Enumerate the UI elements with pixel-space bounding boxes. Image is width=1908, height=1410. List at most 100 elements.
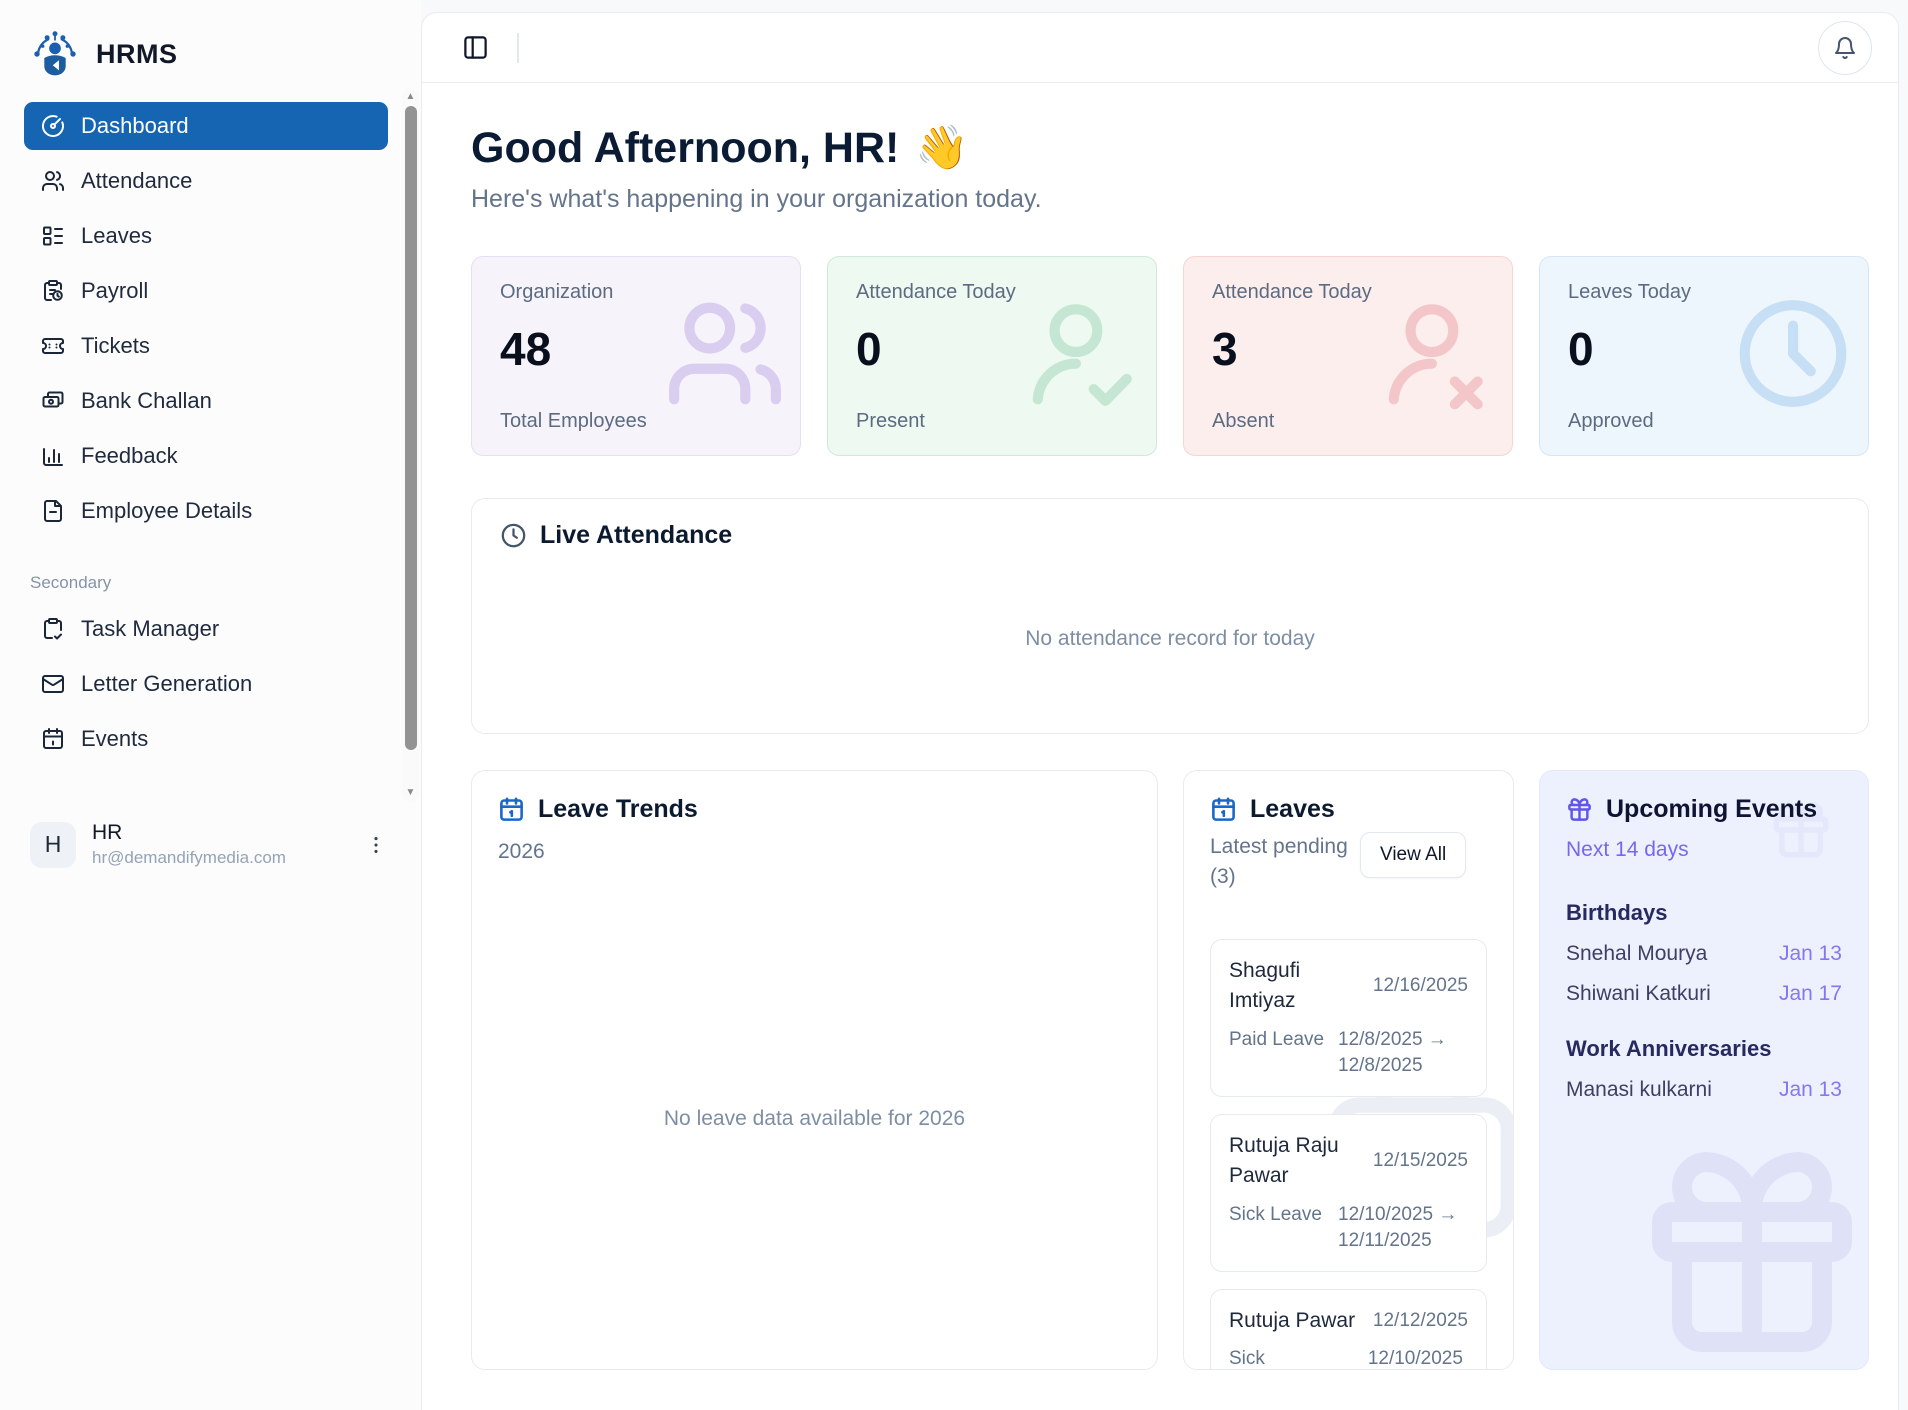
sidebar-item-tickets[interactable]: Tickets <box>24 322 388 370</box>
leave-type: Sick Leave(FullDay) <box>1229 1348 1265 1370</box>
notifications-button[interactable] <box>1818 20 1872 75</box>
leave-request-item[interactable]: Shagufi Imtiyaz 12/16/2025 Paid Leave 12… <box>1210 938 1487 1097</box>
stat-value: 48 <box>500 323 552 375</box>
calendar-icon <box>41 727 65 751</box>
sidebar-item-label: Employee Details <box>81 498 253 523</box>
stat-card-absent: Attendance Today 3 Absent <box>1183 256 1513 456</box>
sidebar-item-label: Attendance <box>81 168 193 193</box>
app-title: HRMS <box>96 38 178 69</box>
event-row: Manasi kulkarni Jan 13 <box>1566 1078 1842 1102</box>
clipboard-check-icon <box>41 617 65 641</box>
sidebar-item-task-manager[interactable]: Task Manager <box>24 605 388 653</box>
pending-leaves-list: Shagufi Imtiyaz 12/16/2025 Paid Leave 12… <box>1210 938 1487 1370</box>
user-profile[interactable]: H HR hr@demandifymedia.com <box>30 821 391 868</box>
leave-employee-name: Shagufi Imtiyaz <box>1229 958 1301 1013</box>
sidebar-item-events[interactable]: Events <box>24 715 388 763</box>
sidebar-item-employee-details[interactable]: Employee Details <box>24 487 388 535</box>
avatar: H <box>30 821 76 868</box>
sidebar-item-leaves[interactable]: Leaves <box>24 212 388 260</box>
calendar-icon <box>498 796 525 823</box>
gift-watermark-icon <box>1768 797 1834 868</box>
leave-employee-name: Rutuja Raju Pawar <box>1229 1133 1339 1188</box>
stat-card-present: Attendance Today 0 Present <box>827 256 1157 456</box>
live-attendance-card: Live Attendance No attendance record for… <box>471 498 1869 734</box>
event-person-name: Manasi kulkarni <box>1566 1078 1712 1101</box>
stat-value: 0 <box>856 323 882 375</box>
file-text-icon <box>41 499 65 523</box>
list-icon <box>41 224 65 248</box>
clipboard-clock-icon <box>41 279 65 303</box>
leave-applied-date: 12/12/2025 <box>1372 1310 1468 1332</box>
bar-chart-icon <box>41 444 65 468</box>
sidebar-item-label: Bank Challan <box>81 388 212 413</box>
scroll-down-arrow-icon[interactable]: ▼ <box>405 787 416 798</box>
event-row: Shiwani Katkuri Jan 17 <box>1566 982 1842 1006</box>
more-vertical-icon[interactable] <box>361 830 391 860</box>
sidebar-item-letter-generation[interactable]: Letter Generation <box>24 660 388 708</box>
sidebar-item-label: Tickets <box>81 333 150 358</box>
scroll-up-arrow-icon[interactable]: ▲ <box>405 91 416 102</box>
profile-email: hr@demandifymedia.com <box>92 848 286 867</box>
sidebar-item-label: Feedback <box>81 443 178 468</box>
users-icon <box>41 169 65 193</box>
sidebar-item-bank-challan[interactable]: Bank Challan <box>24 377 388 425</box>
leave-request-item[interactable]: Rutuja Raju Pawar 12/15/2025 Sick Leave … <box>1210 1113 1487 1272</box>
upcoming-events-card: Upcoming Events Next 14 days Birthdays S… <box>1539 770 1869 1370</box>
secondary-nav: Task Manager Letter Generation Events <box>0 605 421 763</box>
dashboard-content: Good Afternoon, HR! 👋 Here's what's happ… <box>422 83 1898 1370</box>
leave-applied-date: 12/15/2025 <box>1372 1150 1468 1172</box>
primary-nav: Dashboard Attendance Leaves Payroll <box>0 102 421 535</box>
sidebar-item-label: Payroll <box>81 278 149 303</box>
event-date: Jan 13 <box>1778 942 1842 965</box>
leaves-card: Leaves Latest pending (3) View All Shagu… <box>1183 770 1514 1370</box>
sidebar-item-label: Letter Generation <box>81 671 253 696</box>
sidebar-item-attendance[interactable]: Attendance <box>24 157 388 205</box>
birthdays-heading: Birthdays <box>1566 900 1668 925</box>
leave-date-range: 12/8/2025 → 12/8/2025 <box>1338 1028 1447 1077</box>
gift-watermark-icon <box>1632 1132 1868 1369</box>
sidebar-item-label: Events <box>81 726 149 751</box>
sidebar-item-label: Task Manager <box>81 616 220 641</box>
work-anniversaries-heading: Work Anniversaries <box>1566 1036 1772 1061</box>
stat-cards-row: Organization 48 Total Employees Attendan… <box>471 256 1869 456</box>
gauge-icon <box>41 114 65 138</box>
bottom-cards-row: Leave Trends 2026 No leave data availabl… <box>471 770 1869 1370</box>
hrms-logo-icon <box>28 27 82 81</box>
sidebar-item-label: Leaves <box>81 223 152 248</box>
event-row: Snehal Mourya Jan 13 <box>1566 942 1842 966</box>
leave-request-item[interactable]: Rutuja Pawar 12/12/2025 Sick Leave(FullD… <box>1210 1289 1487 1370</box>
sidebar-item-dashboard[interactable]: Dashboard <box>24 102 388 150</box>
main-area: Good Afternoon, HR! 👋 Here's what's happ… <box>421 0 1908 1410</box>
leave-trends-empty-text: No leave data available for 2026 <box>663 1107 966 1130</box>
leave-type: Sick Leave <box>1229 1203 1322 1225</box>
leave-date-range: 12/10/2025 → 12/11/2025 <box>1367 1348 1463 1370</box>
clock-icon <box>1732 293 1854 420</box>
leave-trends-card: Leave Trends 2026 No leave data availabl… <box>471 770 1158 1370</box>
sidebar-item-payroll[interactable]: Payroll <box>24 267 388 315</box>
scrollbar-thumb[interactable] <box>404 106 417 750</box>
upcoming-events-range: Next 14 days <box>1566 838 1689 861</box>
clock-icon <box>500 522 527 549</box>
secondary-section-label: Secondary <box>30 573 112 592</box>
leave-trends-title: Leave Trends <box>538 795 698 823</box>
sidebar-scrollbar[interactable]: ▲ ▼ <box>402 88 419 802</box>
leave-applied-date: 12/16/2025 <box>1372 975 1468 997</box>
view-all-button[interactable]: View All <box>1360 832 1467 878</box>
live-attendance-title: Live Attendance <box>540 521 733 549</box>
leaves-title: Leaves <box>1250 795 1335 823</box>
calendar-icon <box>1210 796 1237 823</box>
sidebar-item-label: Dashboard <box>81 113 189 138</box>
leave-employee-name: Rutuja Pawar <box>1229 1309 1356 1332</box>
logo: HRMS <box>0 0 421 88</box>
event-date: Jan 13 <box>1778 1078 1842 1101</box>
page-subtitle: Here's what's happening in your organiza… <box>471 185 1042 213</box>
leave-trends-year: 2026 <box>498 840 545 863</box>
sidebar-toggle-button[interactable] <box>462 34 489 61</box>
main-card: Good Afternoon, HR! 👋 Here's what's happ… <box>421 12 1899 1410</box>
sidebar-item-feedback[interactable]: Feedback <box>24 432 388 480</box>
live-attendance-empty-text: No attendance record for today <box>1025 627 1315 650</box>
leaves-subtitle: Latest pending (3) <box>1210 835 1348 889</box>
stat-card-leaves-today: Leaves Today 0 Approved <box>1539 256 1869 456</box>
user-x-icon <box>1376 293 1498 420</box>
